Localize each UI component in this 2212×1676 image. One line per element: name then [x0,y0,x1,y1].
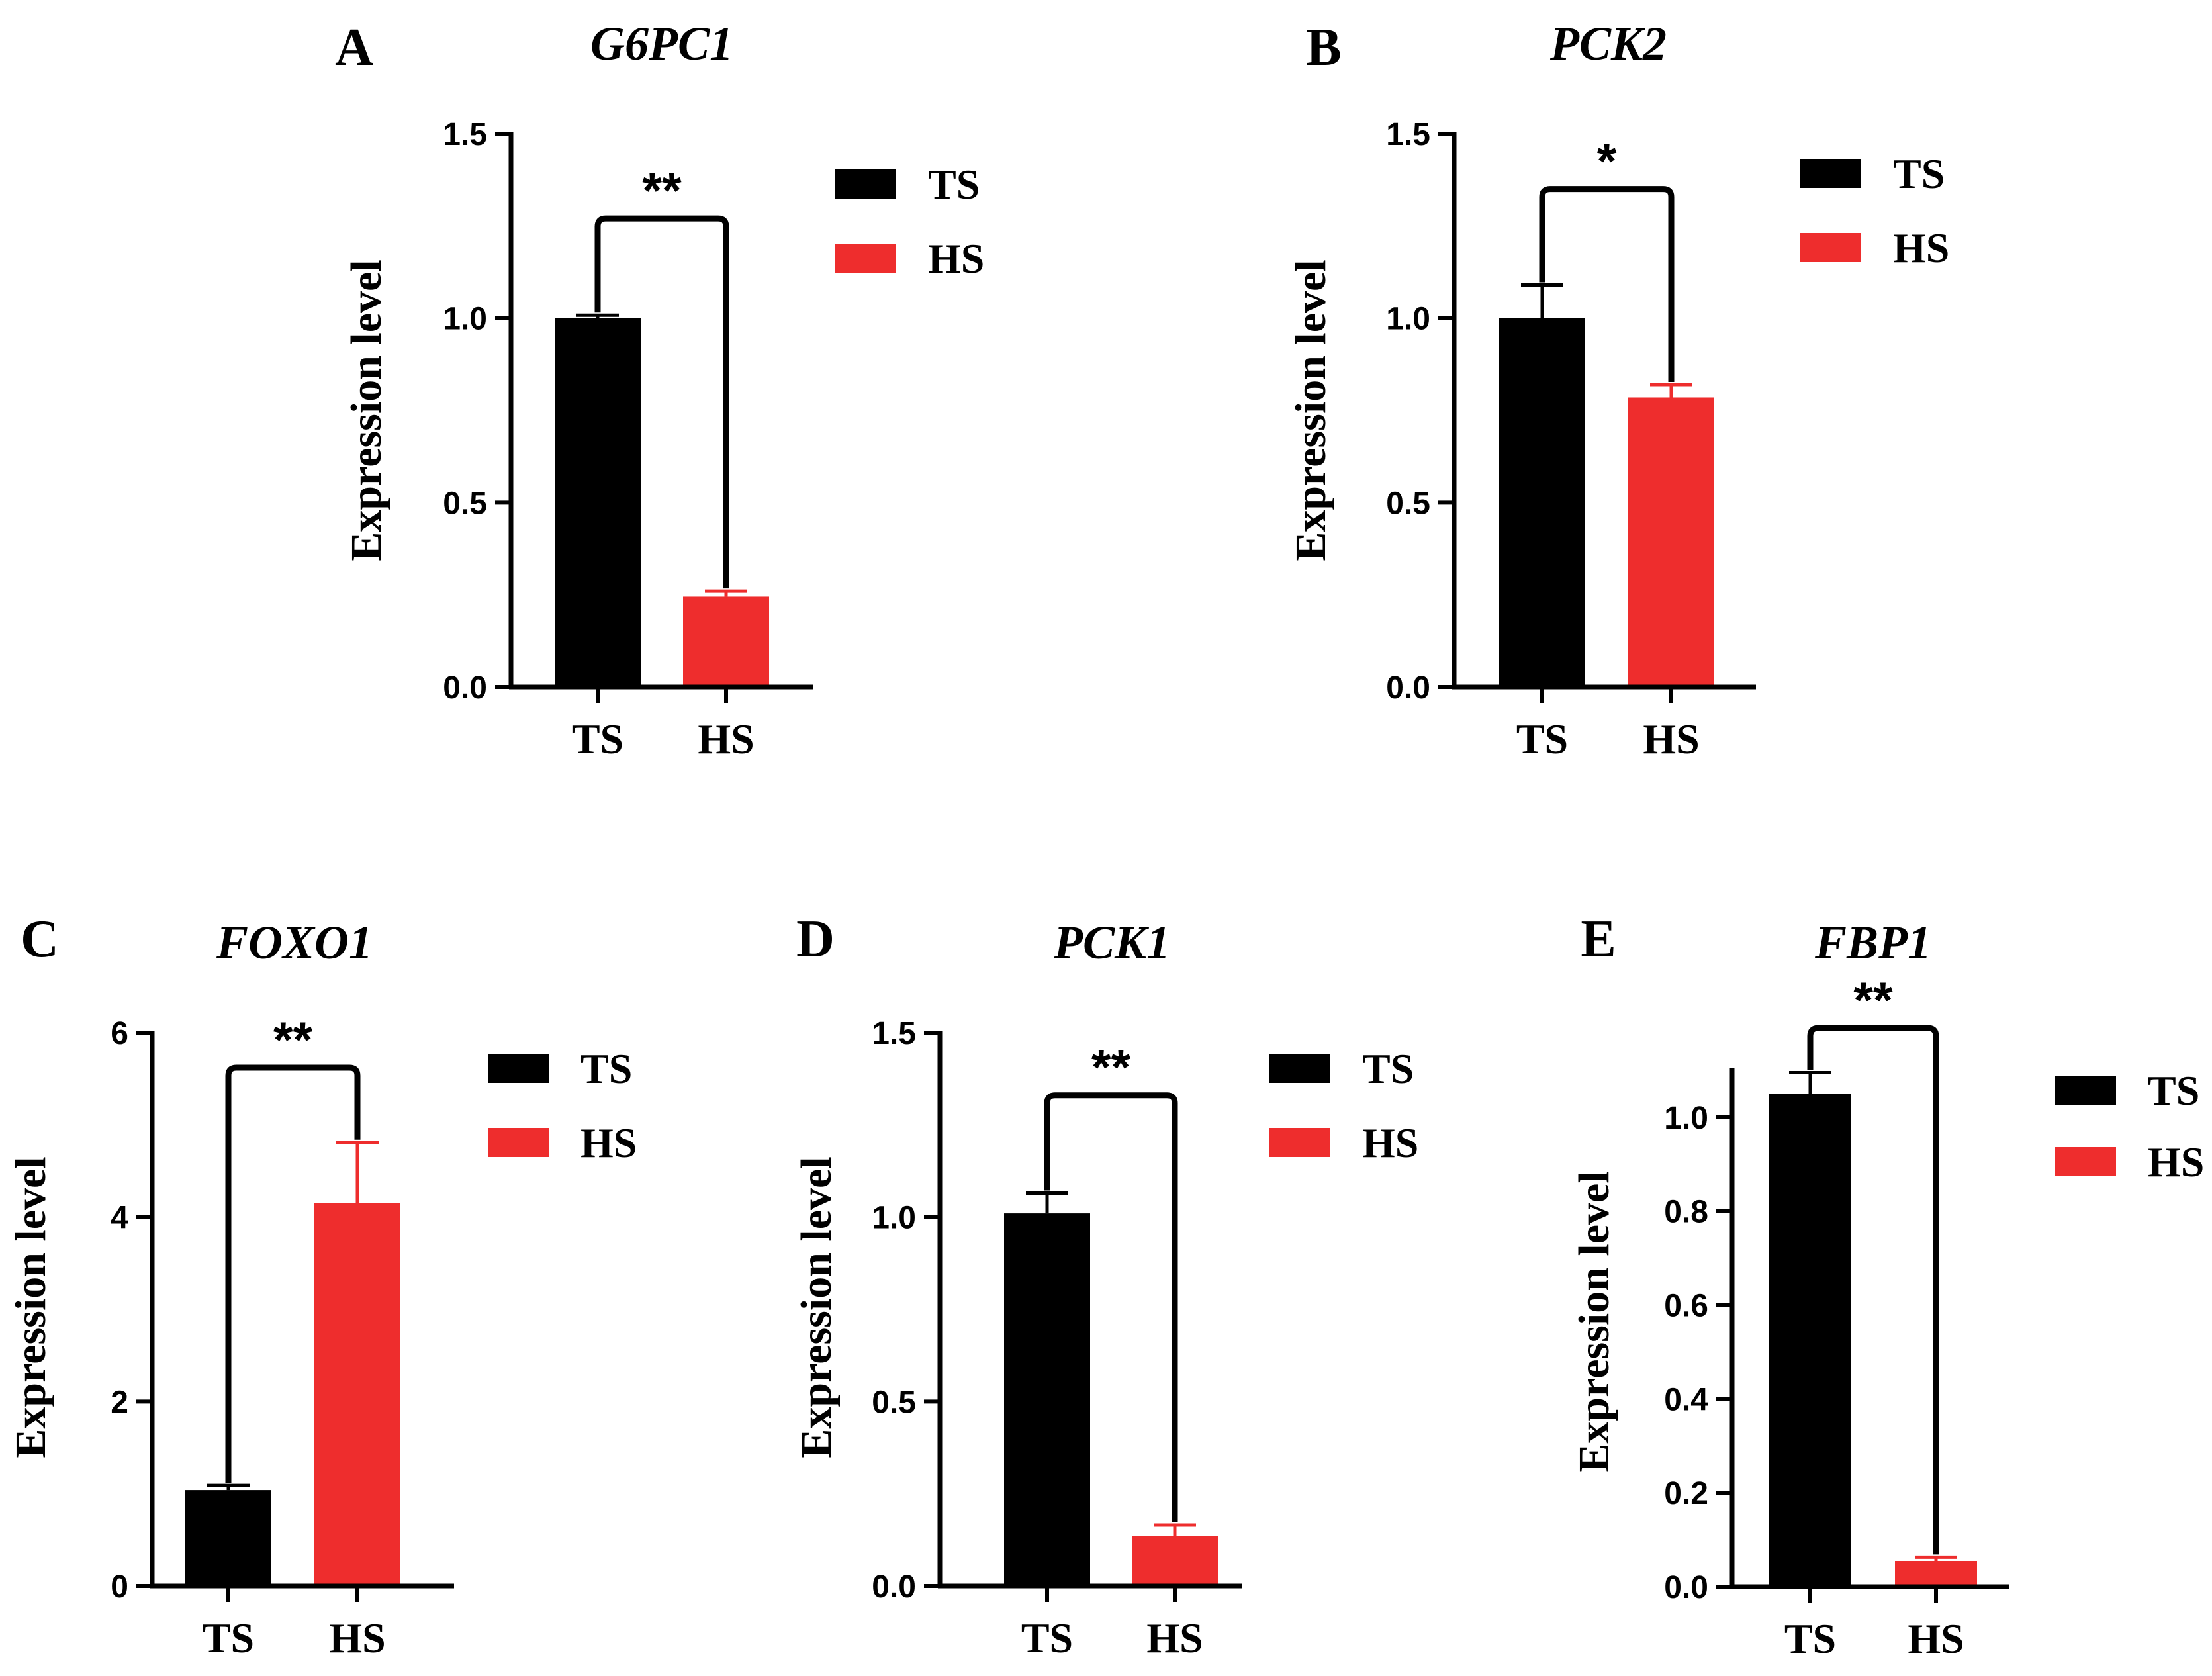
y-tick-label: 0.6 [1664,1289,1708,1324]
y-axis-title: Expression level [792,1156,841,1458]
y-tick-label: 0.5 [872,1385,916,1420]
x-tick-label: TS [1021,1614,1073,1661]
chart-title: FBP1 [1814,916,1931,969]
legend-swatch-hs [1269,1128,1330,1157]
bar-hs [1895,1561,1977,1587]
bar-ts [1499,318,1585,688]
bar-ts [1769,1094,1851,1587]
significance-bracket [1044,1092,1178,1523]
legend-label-hs: HS [1893,224,1949,271]
significance-label: ** [1853,972,1893,1029]
bar-hs [683,596,769,687]
significance-bracket [1807,1025,1939,1555]
legend-swatch-ts [1269,1054,1330,1083]
y-tick-label: 1.0 [1664,1101,1708,1136]
legend-label-ts: TS [580,1045,632,1092]
y-tick-label: 0.4 [1664,1382,1708,1417]
y-tick-label: 0.0 [872,1569,916,1605]
legend-label-hs: HS [928,235,984,282]
chart-title: PCK1 [1053,916,1170,969]
y-tick-label: 1.0 [443,302,487,337]
x-tick-label: HS [1146,1614,1203,1661]
significance-label: ** [1091,1040,1131,1096]
legend-swatch-ts [835,169,896,199]
panel-e: E FBP1 Expression level 0.0 0.2 0.4 0.6 0.8 1.0 T… [1570,910,2204,1662]
x-tick-label: HS [1643,716,1699,763]
panel-letter: D [796,910,835,968]
y-tick-label: 0.0 [1664,1570,1708,1605]
bar-hs [314,1203,400,1586]
significance-bracket [225,1064,361,1483]
significance-bracket [594,215,729,589]
panel-letter: B [1306,19,1341,77]
panel-letter: A [335,19,373,77]
panel-letter: E [1581,910,1616,968]
panel-letter: C [21,910,59,968]
y-tick-label: 1.5 [443,117,487,152]
panel-d: D PCK1 Expression level 0.0 0.5 1.0 1.5 TS HS ** T… [792,910,1418,1661]
significance-label: * [1597,134,1617,190]
y-tick-label: 1.0 [872,1201,916,1236]
bar-ts [555,318,641,688]
y-axis-title: Expression level [1287,259,1335,561]
legend-swatch-hs [835,244,896,273]
legend-swatch-ts [2055,1076,2116,1105]
y-tick-label: 4 [111,1201,128,1236]
legend-swatch-hs [488,1128,549,1157]
x-tick-label: HS [329,1614,385,1661]
y-tick-label: 0.0 [443,671,487,706]
legend-label-hs: HS [580,1119,637,1166]
panel-b: B PCK2 Expression level 0.0 0.5 1.0 1.5 TS HS * TS… [1287,17,1949,763]
y-tick-label: 2 [111,1385,128,1420]
y-tick-label: 0.8 [1664,1195,1708,1230]
x-tick-label: TS [1784,1615,1836,1662]
x-tick-label: HS [698,716,754,763]
y-tick-label: 6 [111,1016,128,1051]
x-tick-label: TS [1516,716,1568,763]
y-tick-label: 0 [111,1569,128,1605]
legend-swatch-hs [2055,1147,2116,1176]
legend-label-ts: TS [928,161,980,208]
y-axis-title: Expression level [1570,1171,1618,1472]
chart-title: G6PC1 [590,17,733,70]
significance-bracket [1539,186,1675,382]
panel-c: C FOXO1 Expression level 0 2 4 6 TS HS ** TS HS [7,910,637,1661]
bar-ts [1004,1213,1090,1586]
legend-label-hs: HS [2148,1139,2204,1186]
y-tick-label: 1.5 [1386,117,1430,152]
bar-hs [1628,397,1714,687]
legend-swatch-ts [1800,159,1861,188]
y-axis-title: Expression level [7,1156,55,1458]
legend-swatch-ts [488,1054,549,1083]
y-tick-label: 0.5 [1386,486,1430,521]
legend-label-ts: TS [1362,1045,1414,1092]
bar-hs [1132,1536,1218,1586]
legend-label-ts: TS [1893,150,1945,197]
x-tick-label: TS [572,716,623,763]
significance-label: ** [642,163,682,219]
bar-ts [185,1490,271,1586]
y-tick-label: 0.5 [443,486,487,521]
panel-a: A G6PC1 Expression level 0.0 0.5 1.0 1.5 TS HS **… [335,17,984,763]
chart-title: FOXO1 [216,916,373,969]
legend-label-hs: HS [1362,1119,1418,1166]
legend-swatch-hs [1800,233,1861,262]
y-tick-label: 1.0 [1386,302,1430,337]
y-tick-label: 0.2 [1664,1476,1708,1511]
chart-title: PCK2 [1549,17,1667,70]
x-tick-label: TS [203,1614,254,1661]
significance-label: ** [273,1012,313,1068]
y-axis-title: Expression level [342,259,391,561]
x-tick-label: HS [1908,1615,1964,1662]
y-tick-label: 0.0 [1386,671,1430,706]
legend-label-ts: TS [2148,1067,2199,1114]
y-tick-label: 1.5 [872,1016,916,1051]
